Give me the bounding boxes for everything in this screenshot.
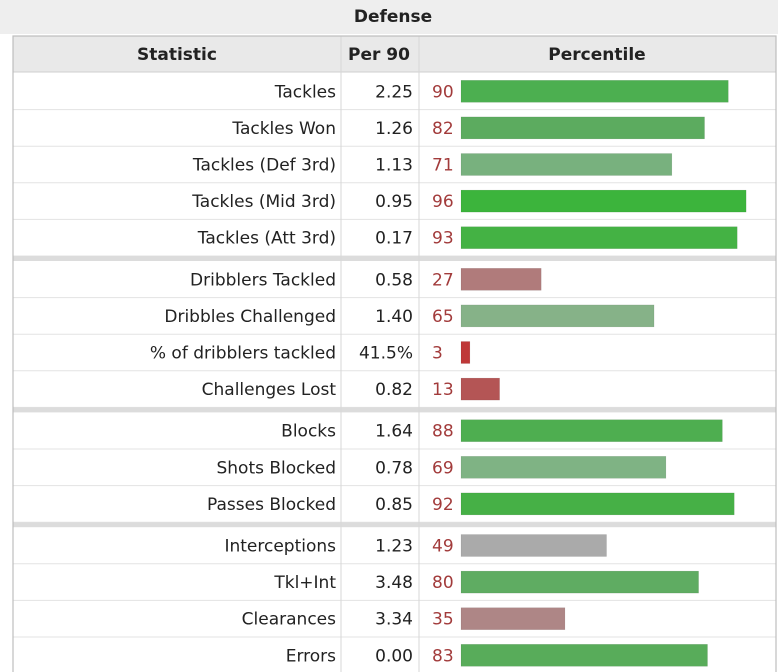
statistic-label: % of dribblers tackled xyxy=(150,344,336,364)
statistic-label: Tackles (Att 3rd) xyxy=(197,229,336,249)
per90-value: 41.5% xyxy=(359,344,413,364)
statistic-label: Tackles Won xyxy=(231,119,336,139)
per90-value: 0.78 xyxy=(375,458,413,478)
percentile-bar xyxy=(460,419,723,442)
per90-value: 3.34 xyxy=(375,610,413,630)
per90-value: 0.82 xyxy=(375,380,413,400)
percentile-bar xyxy=(460,116,705,140)
percentile-value: 3 xyxy=(432,344,443,364)
percentile-value: 69 xyxy=(432,458,454,478)
statistic-label: Tackles (Mid 3rd) xyxy=(191,192,336,212)
percentile-value: 13 xyxy=(432,380,454,400)
statistic-label: Tackles (Def 3rd) xyxy=(192,156,336,176)
per90-value: 0.85 xyxy=(375,495,413,515)
per90-value: 1.13 xyxy=(375,156,413,176)
percentile-bar xyxy=(460,268,542,291)
statistic-label: Tkl+Int xyxy=(273,573,336,593)
percentile-value: 35 xyxy=(432,610,454,630)
percentile-bar xyxy=(460,304,655,328)
percentile-bar xyxy=(460,377,500,401)
percentile-value: 71 xyxy=(432,156,454,176)
table-border xyxy=(12,35,777,672)
table-caption: Defense xyxy=(354,7,432,27)
per90-value: 0.58 xyxy=(375,270,413,290)
header-percentile: Percentile xyxy=(548,45,645,65)
percentile-bar xyxy=(460,534,607,557)
statistic-label: Dribblers Tackled xyxy=(190,270,336,290)
percentile-bar xyxy=(460,226,738,249)
caption-bar xyxy=(0,0,778,34)
percentile-value: 83 xyxy=(432,646,454,666)
percentile-bar xyxy=(460,341,471,364)
percentile-value: 27 xyxy=(432,270,454,290)
percentile-value: 93 xyxy=(432,229,454,249)
header-row xyxy=(12,35,777,73)
percentile-value: 90 xyxy=(432,82,454,102)
percentile-bar xyxy=(460,644,708,667)
statistic-label: Challenges Lost xyxy=(202,380,337,400)
per90-value: 3.48 xyxy=(375,573,413,593)
per90-value: 0.00 xyxy=(375,646,413,666)
per90-value: 0.17 xyxy=(375,229,413,249)
percentile-value: 88 xyxy=(432,422,454,442)
percentile-value: 80 xyxy=(432,573,454,593)
statistic-label: Interceptions xyxy=(224,537,336,557)
percentile-bar xyxy=(460,607,566,630)
percentile-bar xyxy=(460,153,673,176)
percentile-bar xyxy=(460,492,735,516)
statistic-label: Clearances xyxy=(242,610,336,630)
per90-value: 1.23 xyxy=(375,537,413,557)
table-body: Tackles 2.25 90 Tackles Won 1.26 82 Tackles (D… xyxy=(12,35,777,672)
per90-value: 1.40 xyxy=(375,307,413,327)
per90-value: 1.64 xyxy=(375,422,413,442)
statistic-label: Passes Blocked xyxy=(207,495,336,515)
statistic-label: Errors xyxy=(286,646,336,666)
percentile-bar xyxy=(460,456,667,479)
header-statistic: Statistic xyxy=(137,45,217,65)
statistic-label: Tackles xyxy=(274,82,336,102)
header-per90: Per 90 xyxy=(348,45,410,65)
group-separator xyxy=(13,256,776,261)
percentile-value: 49 xyxy=(432,537,454,557)
percentile-bar xyxy=(460,189,747,213)
percentile-bar xyxy=(460,80,729,103)
percentile-value: 65 xyxy=(432,307,454,327)
statistic-label: Dribbles Challenged xyxy=(164,307,336,327)
per90-value: 1.26 xyxy=(375,119,413,139)
per90-value: 0.95 xyxy=(375,192,413,212)
percentile-value: 96 xyxy=(432,192,454,212)
group-separator xyxy=(13,522,776,528)
statistic-label: Shots Blocked xyxy=(216,458,336,478)
group-separator xyxy=(13,407,776,413)
statistic-label: Blocks xyxy=(281,422,336,442)
percentile-value: 92 xyxy=(432,495,454,515)
percentile-bar xyxy=(460,570,699,594)
percentile-value: 82 xyxy=(432,119,454,139)
per90-value: 2.25 xyxy=(375,82,413,102)
